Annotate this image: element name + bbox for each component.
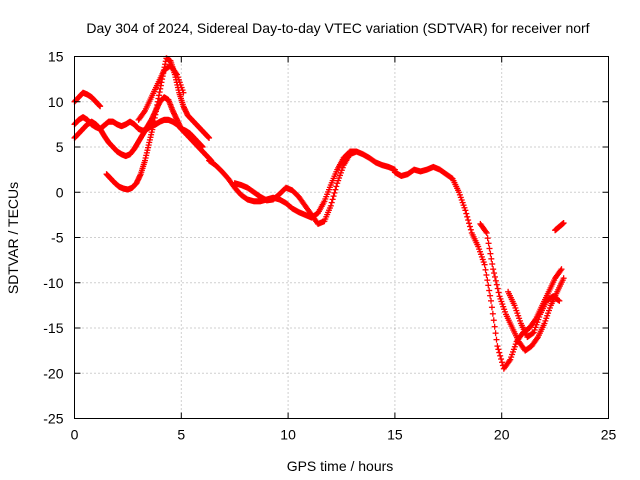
data-point — [482, 266, 489, 273]
data-point — [560, 220, 567, 227]
x-tick-label: 5 — [177, 427, 185, 443]
data-point — [141, 109, 148, 116]
data-point — [328, 199, 335, 206]
data-point — [488, 255, 495, 262]
y-tick-label: 10 — [48, 94, 64, 110]
y-tick-label: -25 — [43, 411, 63, 427]
data-point — [466, 223, 473, 230]
data-point — [493, 281, 500, 288]
data-point — [496, 349, 503, 356]
data-point — [497, 352, 504, 359]
data-point — [353, 148, 360, 155]
data-point — [486, 287, 493, 294]
data-point — [557, 267, 564, 274]
data-point — [490, 266, 497, 273]
y-tick-label: 5 — [56, 139, 64, 155]
data-point — [97, 103, 104, 110]
data-point — [483, 271, 490, 278]
data-point — [484, 235, 491, 242]
data-point — [489, 261, 496, 268]
data-point — [488, 297, 495, 304]
x-tick-label: 25 — [601, 427, 617, 443]
data-point — [465, 217, 472, 224]
x-tick-label: 20 — [494, 427, 510, 443]
data-point — [534, 335, 541, 342]
data-point — [560, 275, 567, 282]
data-point — [482, 228, 489, 235]
data-point — [483, 229, 490, 236]
data-point — [332, 186, 339, 193]
data-point — [466, 220, 473, 227]
data-point — [462, 207, 469, 214]
data-point — [485, 240, 492, 247]
data-point — [485, 282, 492, 289]
y-tick-label: -5 — [51, 230, 64, 246]
data-point — [327, 202, 334, 209]
data-point — [330, 193, 337, 200]
data-point — [333, 183, 340, 190]
data-point — [464, 213, 471, 220]
data-point — [206, 134, 213, 141]
y-tick-label: -10 — [43, 275, 63, 291]
data-point — [199, 144, 206, 150]
data-points — [71, 55, 567, 372]
data-point — [490, 317, 497, 324]
x-tick-label: 15 — [387, 427, 403, 443]
data-point — [487, 292, 494, 299]
data-point — [556, 297, 563, 304]
data-point — [487, 250, 494, 257]
chart-title: Day 304 of 2024, Sidereal Day-to-day VTE… — [86, 20, 589, 36]
data-point — [494, 343, 501, 350]
data-point — [492, 330, 499, 337]
x-axis-label: GPS time / hours — [287, 458, 394, 474]
data-point — [493, 336, 500, 343]
data-point — [558, 266, 565, 273]
data-point — [489, 310, 496, 317]
data-point — [467, 226, 474, 233]
y-tick-labels: -25 -20 -15 -10 -5 0 5 10 15 — [43, 49, 63, 427]
data-point — [463, 210, 470, 217]
data-point — [486, 245, 493, 252]
data-point — [329, 196, 336, 203]
data-point — [488, 304, 495, 311]
data-point — [495, 346, 502, 353]
grid-lines — [74, 56, 609, 419]
y-tick-label: 0 — [56, 184, 64, 200]
data-point — [491, 273, 498, 280]
x-tick-label: 0 — [71, 427, 79, 443]
y-tick-label: -15 — [43, 320, 63, 336]
x-tick-labels: 0 5 10 15 20 25 — [71, 427, 617, 443]
data-point — [499, 359, 506, 366]
data-point — [481, 261, 488, 268]
y-axis-label: SDTVAR / TECUs — [5, 182, 21, 294]
y-tick-label: -20 — [43, 365, 63, 381]
data-point — [495, 289, 502, 296]
data-point — [494, 285, 501, 292]
y-tick-label: 15 — [48, 49, 64, 65]
data-point — [498, 356, 505, 363]
data-point — [331, 189, 338, 196]
data-point — [506, 357, 513, 364]
data-point — [491, 323, 498, 330]
x-tick-label: 10 — [280, 427, 296, 443]
data-point — [484, 277, 491, 284]
data-point — [491, 270, 498, 277]
axis-ticks — [74, 56, 609, 419]
data-point — [180, 89, 187, 96]
data-point — [492, 277, 499, 284]
data-point — [173, 70, 180, 77]
